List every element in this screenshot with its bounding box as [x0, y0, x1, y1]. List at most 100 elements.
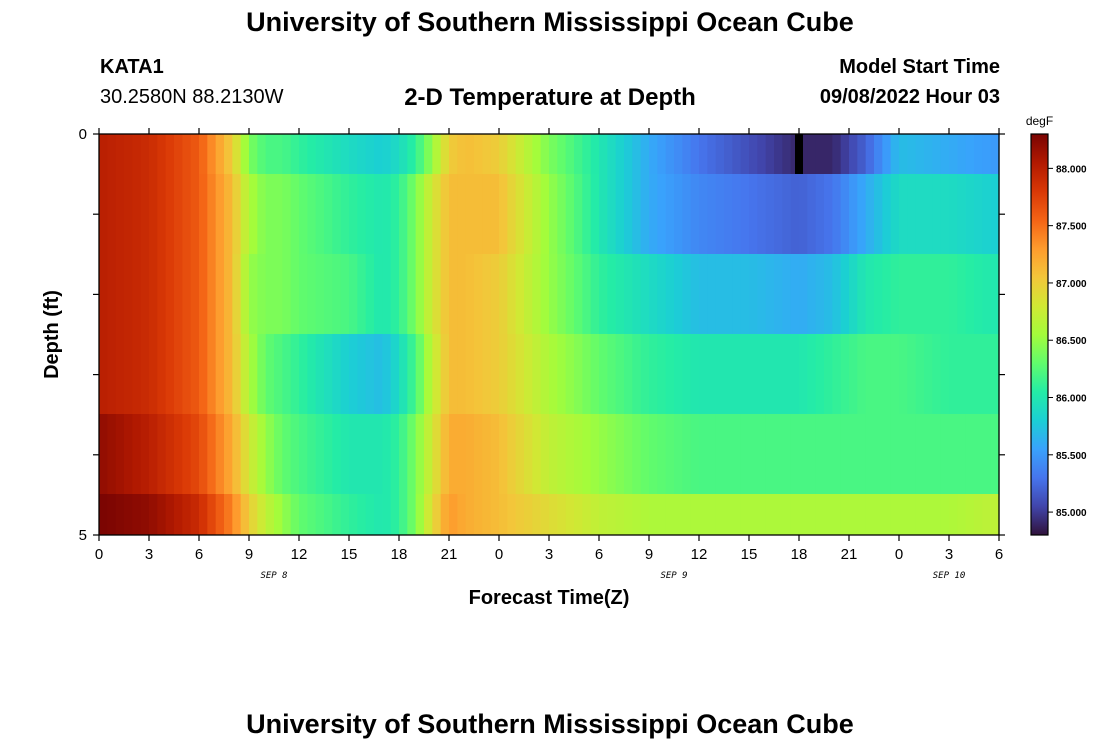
heatmap-cell — [307, 414, 317, 495]
heatmap-cell — [557, 334, 567, 415]
heatmap-cell — [607, 414, 617, 495]
x-tick-label: 12 — [691, 546, 708, 563]
heatmap-cell — [590, 134, 600, 175]
heatmap-cell — [349, 334, 358, 415]
heatmap-cell — [832, 494, 842, 536]
heatmap-cell — [507, 254, 517, 335]
heatmap-cell — [940, 334, 950, 415]
heatmap-cell — [857, 414, 867, 495]
heatmap-cell — [865, 494, 875, 536]
heatmap-cell — [607, 494, 617, 536]
heatmap-cell — [607, 334, 617, 415]
heatmap-cell — [790, 334, 800, 415]
heatmap-cell — [699, 254, 708, 335]
heatmap-cell — [415, 414, 425, 495]
heatmap-cell — [890, 334, 900, 415]
heatmap-cell — [799, 334, 808, 415]
heatmap-cell — [457, 134, 467, 175]
heatmap-cell — [699, 174, 708, 255]
heatmap-cell — [874, 414, 883, 495]
heatmap-cell — [624, 334, 633, 415]
heatmap-cell — [374, 134, 383, 175]
heatmap-cell — [824, 174, 833, 255]
heatmap-cell — [715, 254, 725, 335]
heatmap-cell — [524, 254, 533, 335]
heatmap-cell — [532, 414, 542, 495]
heatmap-cell — [282, 494, 292, 536]
heatmap-cell — [449, 254, 458, 335]
heatmap-cell — [599, 174, 608, 255]
heatmap-cell — [707, 174, 717, 255]
heatmap-cell — [665, 414, 675, 495]
heatmap-cell — [382, 254, 392, 335]
heatmap-cell — [340, 334, 350, 415]
heatmap-cell — [315, 254, 325, 335]
heatmap-cell — [157, 334, 167, 415]
heatmap-cell — [290, 174, 300, 255]
heatmap-cell — [890, 134, 900, 175]
heatmap-cell — [432, 414, 442, 495]
heatmap-cell — [340, 414, 350, 495]
heatmap-cell — [674, 254, 683, 335]
heatmap-cell — [465, 134, 475, 175]
heatmap-cell — [274, 174, 283, 255]
heatmap-cell — [549, 134, 558, 175]
heatmap-cell — [449, 134, 458, 175]
heatmap-cell — [857, 174, 867, 255]
heatmap-cell — [615, 414, 625, 495]
heatmap-cell — [557, 174, 567, 255]
heatmap-cell — [607, 134, 617, 175]
heatmap-cell — [640, 134, 650, 175]
heatmap-cell — [907, 254, 917, 335]
heatmap-cell — [482, 174, 492, 255]
heatmap-cell — [424, 494, 433, 536]
heatmap-cell — [565, 494, 575, 536]
heatmap-cell — [474, 334, 483, 415]
heatmap-cell — [432, 254, 442, 335]
heatmap-cell — [774, 414, 783, 495]
heatmap-cell — [882, 494, 892, 536]
heatmap-cell — [190, 174, 200, 255]
heatmap-cell — [232, 254, 242, 335]
heatmap-cell — [990, 174, 1000, 255]
heatmap-cell — [615, 254, 625, 335]
heatmap-cell — [490, 414, 500, 495]
heatmap-cell — [657, 134, 667, 175]
heatmap-cell — [490, 494, 500, 536]
heatmap-cell — [240, 414, 250, 495]
heatmap-cell — [640, 334, 650, 415]
heatmap-cell — [799, 414, 808, 495]
heatmap-cell — [957, 134, 967, 175]
heatmap-cell — [407, 494, 417, 536]
heatmap-cell — [765, 134, 775, 175]
heatmap-cell — [474, 134, 483, 175]
heatmap-cell — [490, 254, 500, 335]
heatmap-cell — [549, 254, 558, 335]
heatmap-cell — [207, 494, 217, 536]
heatmap-cell — [324, 414, 333, 495]
heatmap-cell — [557, 494, 567, 536]
heatmap-cell — [232, 414, 242, 495]
heatmap-cell — [449, 334, 458, 415]
heatmap-cell — [532, 254, 542, 335]
heatmap-cell — [607, 254, 617, 335]
x-tick-label: 12 — [291, 546, 308, 563]
heatmap-cell — [190, 134, 200, 175]
heatmap-cell — [290, 254, 300, 335]
heatmap-cell — [332, 254, 342, 335]
heatmap-cell — [190, 494, 200, 536]
heatmap-cell — [807, 494, 817, 536]
heatmap-cell — [932, 134, 942, 175]
heatmap-cell — [140, 334, 150, 415]
heatmap-cell — [857, 134, 867, 175]
heatmap-cell — [182, 134, 192, 175]
heatmap-cell — [357, 414, 367, 495]
heatmap-cell — [390, 414, 400, 495]
heatmap-cell — [540, 494, 550, 536]
heatmap-cell — [874, 134, 883, 175]
heatmap-cell — [965, 414, 975, 495]
heatmap-cell — [565, 254, 575, 335]
colorbar-scale — [1030, 133, 1049, 536]
heatmap-cell — [307, 494, 317, 536]
heatmap-cell — [632, 494, 642, 536]
